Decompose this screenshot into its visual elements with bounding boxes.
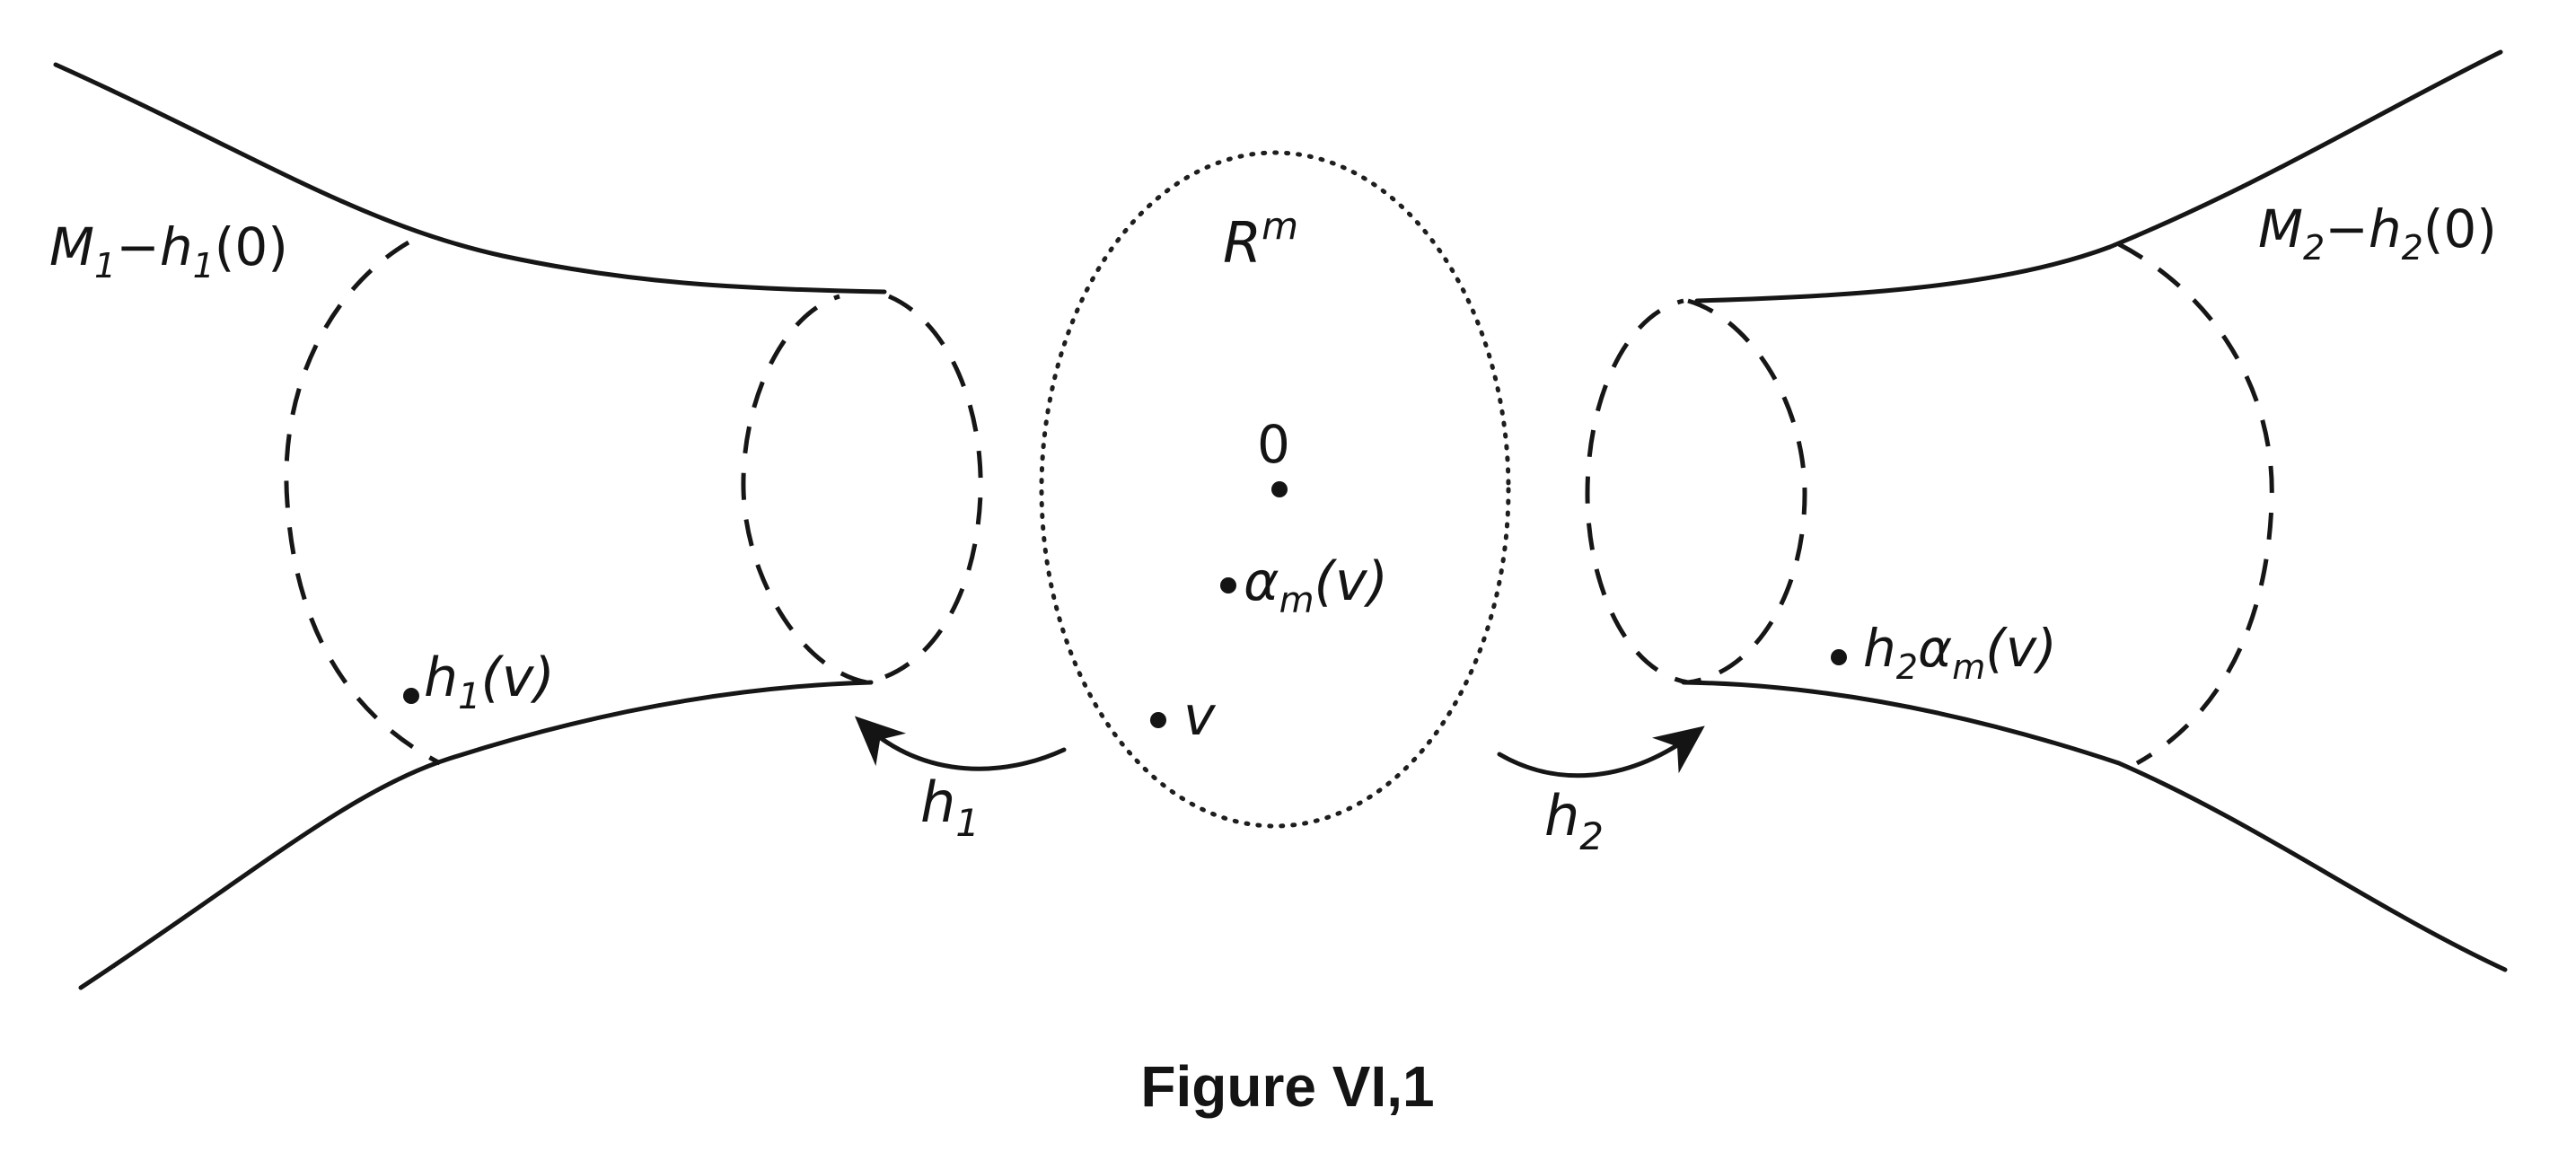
right-upper-boundary-curve <box>1694 49 2503 303</box>
right-inner-dashed-ellipse <box>1585 298 1807 685</box>
left-outer-dashed-circle <box>284 240 442 766</box>
h1v-point <box>403 688 419 704</box>
alpha-point <box>1220 577 1236 594</box>
right-lower-boundary-curve <box>1681 680 2508 972</box>
h2alpha-label: h2αm(v) <box>1863 618 2057 687</box>
v-label: v <box>1183 685 1217 748</box>
h1-arrow-label: h1 <box>920 769 980 845</box>
h2alpha-point <box>1831 649 1847 665</box>
v-point <box>1150 712 1166 728</box>
rm-label: Rm <box>1223 204 1298 276</box>
origin-point <box>1271 481 1288 497</box>
h2-arrow <box>1497 725 1705 778</box>
left-inner-dashed-ellipse <box>741 294 983 685</box>
figure-caption: Figure VI,1 <box>1140 1054 1434 1119</box>
h2-arrow-label: h2 <box>1544 783 1604 858</box>
right-outer-dashed-circle <box>2117 242 2274 766</box>
left-upper-boundary-curve <box>53 62 887 295</box>
h1-arrow <box>854 716 1067 771</box>
right-manifold <box>1585 49 2508 972</box>
m2-label: M2−h2(0) <box>2258 198 2497 268</box>
left-manifold <box>53 62 983 990</box>
origin-label: 0 <box>1257 414 1290 475</box>
h1v-label: h1(v) <box>424 646 555 717</box>
m1-label: M1−h1(0) <box>49 216 288 286</box>
left-lower-boundary-curve <box>78 680 874 990</box>
rm-dotted-region <box>1039 150 1511 829</box>
alpha-label: αm(v) <box>1244 550 1388 621</box>
